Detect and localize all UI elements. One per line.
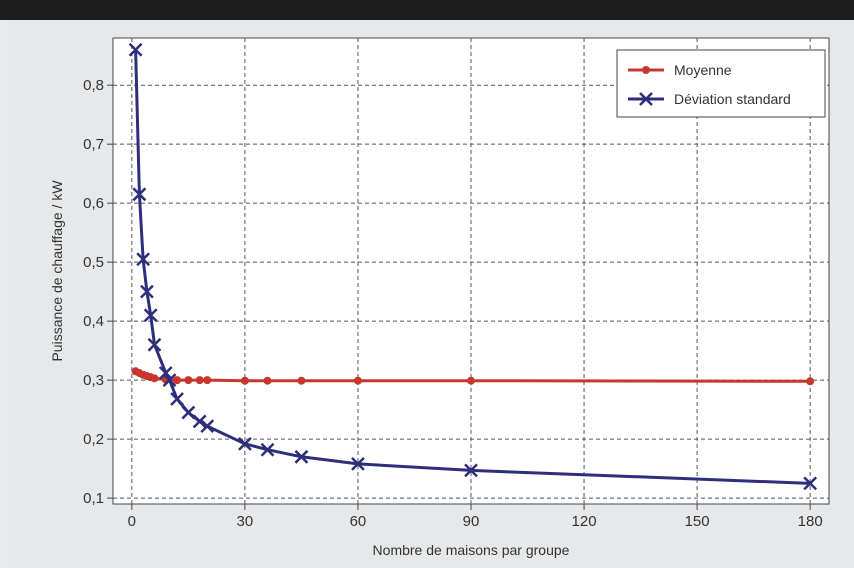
data-point-deviation bbox=[136, 252, 151, 267]
legend-box bbox=[616, 49, 826, 118]
y-tick-label: 0,3 bbox=[83, 372, 104, 389]
data-point-moyenne bbox=[263, 376, 272, 385]
y-tick-label: 0,8 bbox=[83, 77, 104, 94]
x-tick-label: 60 bbox=[350, 513, 367, 530]
data-point-moyenne bbox=[353, 376, 362, 385]
legend-marker-deviation bbox=[639, 92, 653, 106]
data-point-moyenne bbox=[467, 376, 475, 385]
x-axis-ticks: 0 30 60 90 120 150 180 bbox=[128, 504, 823, 530]
data-point-deviation bbox=[200, 419, 215, 434]
data-point-deviation bbox=[162, 373, 177, 388]
data-point-deviation bbox=[260, 442, 275, 457]
legend: Moyenne Déviation standard bbox=[616, 49, 826, 118]
data-point-deviation bbox=[143, 308, 158, 323]
data-point-deviation bbox=[464, 463, 478, 478]
x-axis-label: Nombre de maisons par groupe bbox=[373, 542, 570, 558]
data-point-deviation bbox=[238, 436, 252, 451]
y-tick-label: 0,7 bbox=[83, 136, 104, 153]
x-tick-label: 30 bbox=[237, 513, 254, 530]
data-point-deviation bbox=[132, 187, 147, 202]
y-tick-label: 0,2 bbox=[83, 431, 104, 448]
data-point-moyenne bbox=[203, 376, 212, 385]
data-point-moyenne bbox=[195, 376, 204, 385]
data-point-deviation bbox=[294, 449, 309, 464]
data-point-deviation bbox=[192, 414, 207, 429]
top-bar bbox=[0, 0, 854, 20]
data-point-moyenne bbox=[173, 376, 182, 385]
data-point-moyenne bbox=[150, 374, 159, 383]
data-point-moyenne bbox=[184, 376, 193, 385]
data-point-moyenne bbox=[806, 377, 815, 386]
data-point-moyenne bbox=[240, 376, 249, 385]
data-point-deviation bbox=[158, 366, 173, 380]
data-point-deviation bbox=[147, 337, 162, 352]
x-tick-label: 0 bbox=[128, 513, 136, 530]
x-tick-label: 180 bbox=[798, 513, 823, 530]
data-point-deviation bbox=[181, 405, 196, 420]
data-point-deviation bbox=[170, 392, 184, 406]
y-axis-label: Puissance de chauffage / kW bbox=[49, 180, 65, 362]
series-line-deviation bbox=[134, 49, 811, 485]
x-tick-label: 150 bbox=[685, 513, 710, 530]
data-point-moyenne bbox=[297, 376, 306, 385]
series-layer bbox=[128, 42, 818, 491]
x-tick-label: 90 bbox=[463, 513, 480, 530]
legend-label-deviation: Déviation standard bbox=[674, 91, 791, 107]
data-point-deviation bbox=[351, 457, 365, 471]
y-tick-label: 0,4 bbox=[83, 313, 104, 330]
data-point-deviation bbox=[803, 476, 818, 491]
y-axis-ticks: 0,1 0,2 0,3 0,4 0,5 0,6 0,7 0,8 bbox=[83, 77, 113, 507]
x-tick-label: 120 bbox=[572, 513, 597, 530]
grid-lines bbox=[113, 38, 829, 504]
y-tick-label: 0,1 bbox=[83, 490, 104, 507]
legend-label-moyenne: Moyenne bbox=[674, 62, 732, 78]
y-tick-label: 0,6 bbox=[83, 195, 104, 212]
data-point-deviation bbox=[140, 284, 154, 299]
y-tick-label: 0,5 bbox=[83, 254, 104, 271]
data-point-deviation bbox=[128, 42, 143, 57]
legend-marker-moyenne bbox=[642, 66, 650, 74]
